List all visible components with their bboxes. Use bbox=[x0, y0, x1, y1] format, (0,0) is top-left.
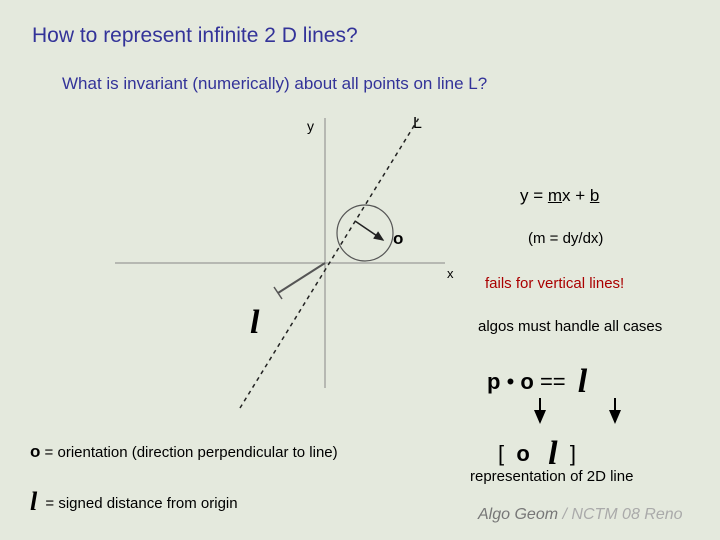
l-left-label: l bbox=[250, 304, 259, 342]
fail-note: fails for vertical lines! bbox=[485, 275, 624, 292]
eqn-y: y bbox=[520, 186, 529, 205]
formula-p: p bbox=[487, 369, 500, 394]
definition-o: o = orientation (direction perpendicular… bbox=[30, 442, 338, 462]
slide-root: How to represent infinite 2 D lines? Wha… bbox=[0, 0, 720, 540]
formula-dot: • bbox=[500, 369, 520, 394]
eqn-eq: = bbox=[529, 186, 548, 205]
def-o-text: = orientation (direction perpendicular t… bbox=[40, 444, 337, 461]
bracket-close: ] bbox=[570, 441, 576, 466]
definition-l: l = signed distance from origin bbox=[30, 485, 238, 515]
slope-intercept-equation: y = mx + b bbox=[520, 186, 599, 206]
line-L-label: L bbox=[413, 115, 422, 133]
line-diagram bbox=[95, 118, 455, 418]
slide-title: How to represent infinite 2 D lines? bbox=[32, 24, 358, 48]
formula-o: o bbox=[520, 369, 533, 394]
eqn-plus: + bbox=[571, 186, 590, 205]
algos-note: algos must handle all cases bbox=[478, 318, 662, 335]
point-circle bbox=[337, 205, 393, 261]
derivative-note: (m = dy/dx) bbox=[528, 230, 603, 247]
def-o-symbol: o bbox=[30, 442, 40, 461]
x-axis-label: x bbox=[447, 266, 454, 281]
o-at-circle-label: o bbox=[393, 229, 403, 249]
bracket-l: l bbox=[548, 435, 557, 472]
formula-l: l bbox=[578, 363, 587, 400]
eqn-x: x bbox=[562, 186, 571, 205]
def-l-symbol: l bbox=[30, 487, 37, 516]
representation-caption: representation of 2D line bbox=[470, 468, 633, 485]
footer-main: Algo Geom bbox=[478, 506, 558, 523]
bracket-o: o bbox=[516, 441, 529, 466]
slide-subtitle: What is invariant (numerically) about al… bbox=[62, 74, 487, 94]
perpendicular-segment bbox=[278, 263, 325, 293]
bracket-open: [ bbox=[498, 441, 504, 466]
representation-bracket: [ o l ] bbox=[498, 432, 576, 470]
dot-product-formula: p • o == l bbox=[487, 360, 587, 398]
eqn-m: m bbox=[548, 186, 562, 205]
eqn-b: b bbox=[590, 186, 599, 205]
slide-footer: Algo Geom / NCTM 08 Reno bbox=[478, 506, 683, 524]
y-axis-label: y bbox=[307, 118, 314, 134]
footer-sub: / NCTM 08 Reno bbox=[558, 506, 682, 523]
def-l-text: = signed distance from origin bbox=[41, 495, 237, 512]
formula-eqeq: == bbox=[534, 369, 566, 394]
orientation-arrow bbox=[355, 221, 383, 240]
foot-tick bbox=[274, 287, 282, 299]
